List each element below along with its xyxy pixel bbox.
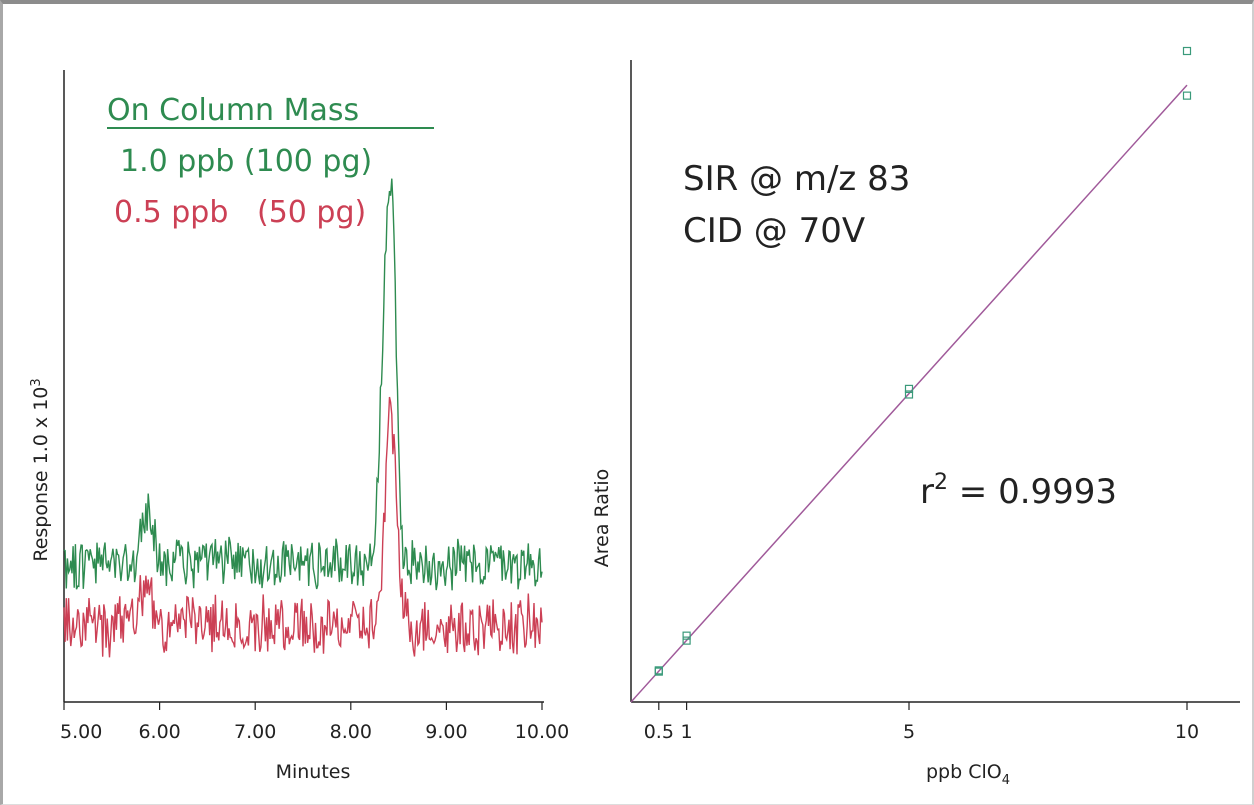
left-x-tick-label: 10.00 (515, 721, 569, 743)
calibration-point (1182, 91, 1192, 100)
left-x-axis-label: Minutes (276, 761, 351, 783)
chromatogram-trace-1 (63, 178, 543, 591)
annotation-sir: SIR @ m/z 83 (683, 159, 910, 199)
legend: On Column Mass 1.0 ppb (100 pg) 0.5 ppb … (107, 93, 434, 230)
calibration-point (682, 636, 691, 645)
calibration-point (904, 390, 914, 399)
left-x-tick-label: 6.00 (138, 721, 180, 743)
calibration-points (654, 46, 1192, 676)
right-x-tick-label: 10 (1175, 721, 1199, 743)
right-x-axis-label: ppb ClO4 (926, 761, 1010, 788)
chromatogram-trace-2 (63, 396, 543, 658)
calibration-chart: 0.5 1 5 10 ppb ClO4 Area Ratio SIR @ m/z 83… (591, 46, 1240, 788)
right-x-tick-label: 5 (903, 721, 915, 743)
chromatogram-chart: 5.00 6.00 7.00 8.00 9.00 10.00 Minutes Respon… (29, 70, 569, 783)
legend-title: On Column Mass (107, 93, 359, 128)
legend-series-1: 1.0 ppb (100 pg) (120, 144, 372, 179)
left-x-tick-label: 9.00 (425, 721, 467, 743)
right-x-ticks: 0.5 1 5 10 (644, 702, 1199, 743)
left-y-axis-label: Response 1.0 x 103 (29, 378, 52, 561)
calibration-point (1182, 46, 1192, 56)
left-x-tick-label: 8.00 (330, 721, 372, 743)
calibration-point (682, 631, 691, 640)
left-x-tick-label: 7.00 (234, 721, 276, 743)
left-x-ticks: 5.00 6.00 7.00 8.00 9.00 10.00 (60, 702, 569, 743)
legend-series-2: 0.5 ppb (50 pg) (114, 195, 366, 230)
linear-fit-line (630, 84, 1188, 703)
right-x-tick-label: 1 (681, 721, 693, 743)
annotation-cid: CID @ 70V (683, 211, 865, 251)
chromatogram-traces (63, 178, 543, 658)
r-squared-label: r2 = 0.9993 (920, 470, 1117, 512)
right-x-tick-label: 0.5 (644, 721, 674, 743)
left-x-tick-label: 5.00 (60, 721, 102, 743)
calibration-point (904, 384, 914, 393)
calibration-point (654, 666, 663, 675)
right-y-axis-label: Area Ratio (591, 469, 613, 568)
